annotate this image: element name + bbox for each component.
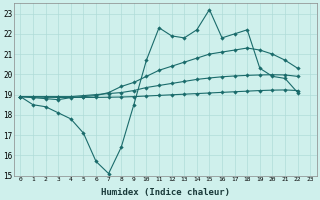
X-axis label: Humidex (Indice chaleur): Humidex (Indice chaleur) [101,188,230,197]
